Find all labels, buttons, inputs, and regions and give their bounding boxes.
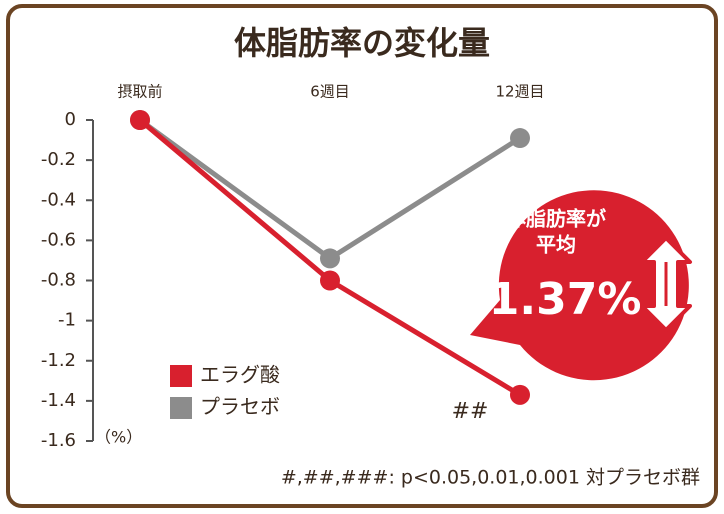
- y-tick-label: -1.4: [41, 390, 76, 411]
- chart-title: 体脂肪率の変化量: [234, 24, 490, 62]
- y-unit: （%）: [95, 428, 142, 447]
- point: [320, 248, 340, 269]
- y-tick-label: 0: [65, 109, 76, 130]
- point: [510, 128, 530, 149]
- legend-label: エラグ酸: [200, 363, 280, 387]
- y-tick-label: -0.8: [41, 270, 76, 291]
- legend-label: プラセボ: [200, 395, 280, 419]
- x-tick-label: 12週目: [495, 83, 544, 101]
- y-tick-label: -0.6: [41, 229, 76, 250]
- y-tick-label: -1: [58, 310, 76, 331]
- legend-swatch: [170, 365, 192, 387]
- point: [320, 270, 340, 291]
- callout: 体脂肪率が 平均 -1.37%: [470, 190, 692, 381]
- y-tick-label: -0.2: [41, 149, 76, 170]
- y-tick-label: -1.6: [41, 430, 76, 451]
- point: [510, 384, 530, 405]
- callout-line2: 平均: [536, 233, 576, 257]
- legend-swatch: [170, 397, 192, 419]
- significance-mark: ##: [452, 399, 489, 424]
- x-tick-label: 6週目: [310, 83, 350, 101]
- point: [130, 110, 150, 130]
- y-tick-label: -0.4: [41, 189, 76, 210]
- footnote: #,##,###: p<0.05,0.01,0.001 対プラセボ群: [281, 467, 700, 489]
- callout-bubble: [470, 190, 689, 381]
- callout-line1: 体脂肪率が: [506, 207, 606, 231]
- y-tick-label: -1.2: [41, 350, 76, 371]
- callout-value: -1.37%: [471, 274, 642, 325]
- x-tick-label: 摂取前: [117, 83, 162, 101]
